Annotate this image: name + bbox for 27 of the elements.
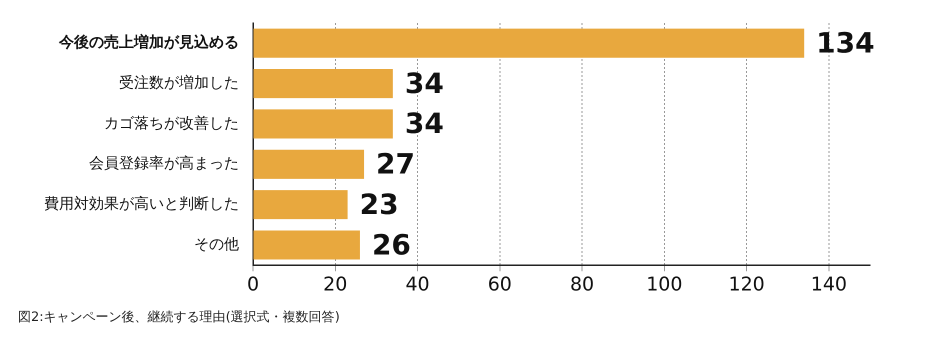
y-tick-label: 費用対効果が高いと判断した: [44, 194, 239, 213]
y-tick-label: 会員登録率が高まった: [89, 154, 239, 172]
data-label: 34: [404, 107, 444, 140]
bar: [254, 28, 804, 58]
y-tick-label: 今後の売上増加が見込める: [58, 33, 239, 52]
x-tick-label: 20: [323, 274, 348, 296]
data-label: 23: [360, 188, 399, 221]
x-tick-label: 120: [728, 274, 765, 296]
bar: [254, 150, 364, 179]
x-tick-label: 140: [810, 274, 847, 296]
x-tick-label: 80: [570, 274, 594, 296]
bar: [254, 230, 360, 260]
y-tick-label: カゴ落ちが改善した: [104, 114, 239, 132]
bar: [254, 109, 393, 138]
data-label: 34: [404, 66, 444, 100]
y-tick-label: その他: [194, 234, 239, 253]
data-label: 27: [376, 148, 416, 181]
x-tick-label: 100: [646, 274, 682, 296]
bar: [254, 190, 348, 220]
data-label: 134: [816, 26, 875, 60]
x-tick-label: 40: [405, 274, 430, 296]
caption: 図2:キャンペーン後、継続する理由(選択式・複数回答): [18, 309, 340, 326]
bar: [254, 69, 393, 98]
y-tick-label: 受注数が増加した: [119, 73, 239, 92]
x-tick-label: 60: [488, 274, 512, 296]
x-tick-label: 0: [246, 274, 260, 296]
data-label: 26: [372, 228, 411, 262]
